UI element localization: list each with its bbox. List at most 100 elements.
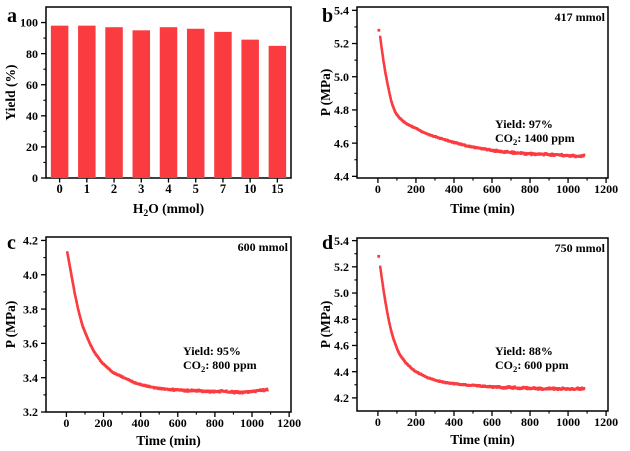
x-tick-label: 3 — [138, 182, 144, 196]
panel-d: d P (MPa) 4.2 4.4 4.6 4.8 5.0 5.2 5.4 0 200 400 600 8… — [315, 225, 630, 451]
bar — [214, 31, 232, 178]
chart-d-pressure-curve: d P (MPa) 4.2 4.4 4.6 4.8 5.0 5.2 5.4 0 200 400 600 8… — [318, 232, 618, 447]
y-tick-label: 5.0 — [334, 70, 349, 84]
x-tick-label: 800 — [521, 182, 539, 196]
y-tick-label: 4.6 — [334, 339, 349, 353]
data-curve — [377, 254, 586, 391]
y-tick-label: 0 — [32, 171, 38, 185]
x-tick-label: 200 — [407, 415, 425, 429]
y-tick-label: 4.4 — [334, 365, 349, 379]
x-axis-ticks: 0 1 2 3 4 5 7 10 15 — [56, 178, 284, 196]
bar — [186, 28, 205, 178]
y-axis-ticks: 4.2 4.4 4.6 4.8 5.0 5.2 5.4 — [334, 234, 357, 405]
y-axis-ticks: 0 20 40 60 80 100 — [20, 16, 46, 185]
y-tick-label: 3.2 — [23, 405, 38, 419]
x-axis-label: Time (min) — [450, 201, 515, 216]
x-tick-label: 200 — [95, 416, 113, 430]
annotation-line: CO2: 1400 ppm — [495, 131, 575, 147]
bar — [268, 45, 287, 179]
x-axis-label: H2O (mmol) — [133, 201, 204, 219]
x-tick-label: 0 — [63, 416, 69, 430]
y-tick-label: 5.0 — [334, 286, 349, 300]
y-tick-label: 40 — [26, 109, 38, 123]
chart-c-pressure-curve: c P (MPa) 3.2 3.4 3.6 3.8 4.0 4.2 0 200 400 600 800 1… — [3, 232, 301, 448]
plot-box — [356, 6, 609, 179]
x-tick-label: 400 — [132, 416, 150, 430]
x-axis-label: Time (min) — [450, 432, 515, 447]
x-tick-label: 800 — [521, 415, 539, 429]
x-axis-ticks: 0 200 400 600 800 1000 1200 — [63, 412, 301, 430]
panel-b: b P (MPa) 4.4 4.6 4.8 5.0 5.2 5.4 0 200 400 600 800 1… — [315, 0, 630, 225]
x-tick-label: 400 — [445, 182, 463, 196]
y-axis-label: P (MPa) — [318, 301, 333, 349]
y-tick-label: 3.4 — [23, 371, 38, 385]
bar — [78, 25, 96, 179]
annotation: Yield: 97%CO2: 1400 ppm — [495, 117, 575, 147]
annotation-line: Yield: 97% — [495, 117, 553, 131]
y-tick-label: 4.0 — [23, 268, 38, 282]
panel-letter: a — [7, 5, 17, 27]
y-tick-label: 3.8 — [23, 302, 38, 316]
x-tick-label: 800 — [206, 416, 224, 430]
corner-amount-label: 600 mmol — [238, 240, 289, 254]
plot-box — [356, 237, 609, 412]
y-tick-label: 80 — [26, 47, 38, 61]
x-tick-label: 0 — [375, 182, 381, 196]
annotation: Yield: 88%CO2: 600 ppm — [495, 344, 569, 374]
y-tick-label: 4.2 — [23, 234, 38, 248]
y-tick-label: 5.2 — [334, 37, 349, 51]
panel-letter: d — [322, 232, 333, 254]
y-tick-label: 5.4 — [334, 234, 349, 248]
data-curve — [66, 251, 269, 395]
bar — [50, 25, 69, 179]
annotation-line: Yield: 95% — [183, 344, 241, 358]
y-tick-label: 20 — [26, 140, 38, 154]
bar — [241, 39, 259, 179]
y-tick-label: 4.6 — [334, 136, 349, 150]
x-tick-label: 1000 — [240, 416, 264, 430]
chart-b-pressure-curve: b P (MPa) 4.4 4.6 4.8 5.0 5.2 5.4 0 200 400 600 800 1… — [318, 4, 618, 216]
x-axis-label: Time (min) — [136, 433, 201, 448]
y-tick-label: 5.4 — [334, 4, 349, 18]
annotation-line: CO2: 800 ppm — [183, 358, 257, 374]
x-tick-label: 0 — [375, 415, 381, 429]
panel-letter: c — [7, 232, 16, 254]
x-tick-label: 1200 — [594, 182, 618, 196]
y-axis-ticks: 3.2 3.4 3.6 3.8 4.0 4.2 — [23, 234, 46, 419]
x-tick-label: 400 — [445, 415, 463, 429]
y-tick-label: 5.2 — [334, 260, 349, 274]
x-tick-label: 1000 — [556, 182, 580, 196]
x-tick-label: 1000 — [556, 415, 580, 429]
x-tick-label: 10 — [244, 182, 257, 196]
annotation-line: CO2: 600 ppm — [495, 358, 569, 374]
bar — [132, 30, 151, 179]
x-tick-label: 1200 — [277, 416, 301, 430]
y-tick-label: 3.6 — [23, 337, 38, 351]
chart-a-yield-bar: a Yield (%) 0 20 40 60 80 100 0 1 2 3 4 5 7 10 15 H2O (mm… — [3, 5, 292, 219]
data-curve — [377, 28, 586, 159]
x-tick-label: 15 — [271, 182, 284, 196]
curve-start-point — [377, 254, 381, 258]
x-tick-label: 4 — [165, 182, 172, 196]
plot-box — [45, 236, 292, 413]
x-tick-label: 0 — [56, 182, 62, 196]
corner-amount-label: 750 mmol — [555, 241, 606, 255]
panel-a: a Yield (%) 0 20 40 60 80 100 0 1 2 3 4 5 7 10 15 H2O (mm… — [0, 0, 315, 225]
y-axis-ticks: 4.4 4.6 4.8 5.0 5.2 5.4 — [334, 4, 357, 184]
y-tick-label: 4.2 — [334, 391, 349, 405]
y-tick-label: 100 — [20, 16, 38, 30]
x-tick-label: 5 — [193, 182, 199, 196]
y-axis-label: Yield (%) — [3, 64, 18, 120]
curve-start-point — [377, 28, 381, 32]
corner-amount-label: 417 mmol — [555, 10, 606, 24]
x-tick-label: 600 — [169, 416, 187, 430]
y-tick-label: 4.8 — [334, 312, 349, 326]
y-tick-label: 4.8 — [334, 103, 349, 117]
x-tick-label: 600 — [483, 415, 501, 429]
x-axis-ticks: 0 200 400 600 800 1000 1200 — [375, 411, 618, 429]
annotation: Yield: 95%CO2: 800 ppm — [183, 344, 257, 374]
bar — [105, 27, 123, 178]
x-tick-label: 200 — [407, 182, 425, 196]
y-axis-label: P (MPa) — [3, 301, 18, 349]
bars — [50, 25, 287, 179]
